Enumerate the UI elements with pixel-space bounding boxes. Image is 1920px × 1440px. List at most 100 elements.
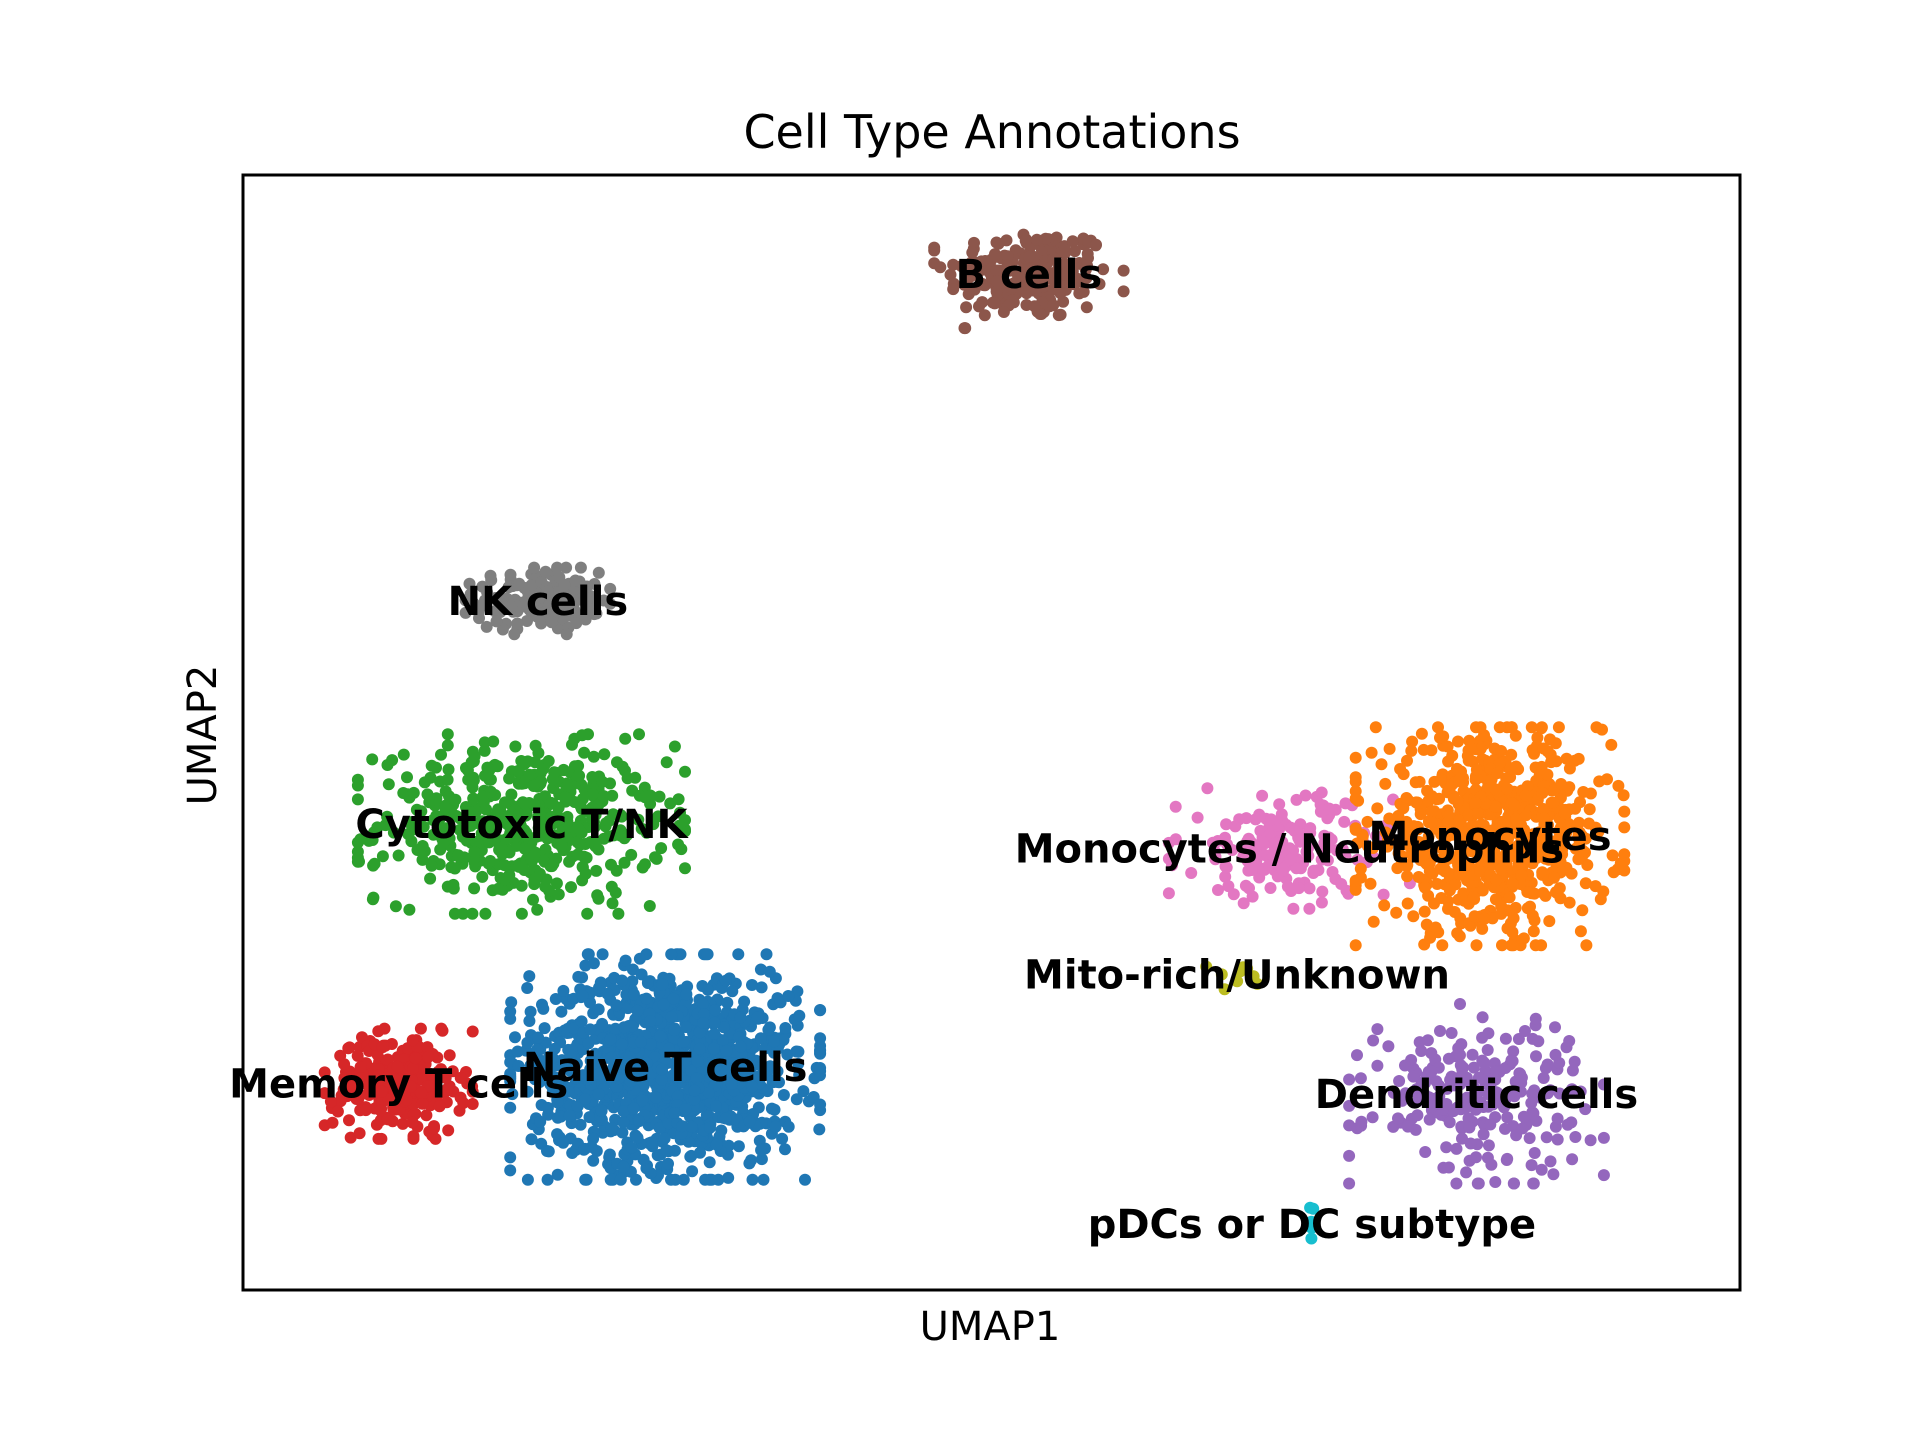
point-monocytes — [1489, 893, 1502, 906]
point-dendritic-cells — [1484, 1118, 1497, 1131]
point-naive-t-cells — [703, 1156, 716, 1169]
point-dendritic-cells — [1445, 1027, 1458, 1039]
point-memory-t-cells — [343, 1114, 355, 1127]
point-naive-t-cells — [610, 999, 623, 1012]
point-dendritic-cells — [1399, 1059, 1411, 1072]
point-dendritic-cells — [1371, 1059, 1384, 1072]
point-nk-cells — [560, 561, 573, 574]
point-naive-t-cells — [697, 1017, 710, 1029]
point-naive-t-cells — [605, 1122, 618, 1135]
point-naive-t-cells — [542, 1145, 555, 1158]
point-nk-cells — [553, 571, 566, 584]
point-monocytes — [1506, 926, 1519, 939]
point-monocytes — [1547, 796, 1560, 809]
point-cytotoxic-t-nk — [515, 879, 528, 892]
point-dendritic-cells — [1519, 1025, 1531, 1037]
point-monocytes-neutrophils — [1281, 880, 1294, 893]
point-memory-t-cells — [436, 1024, 449, 1037]
point-cytotoxic-t-nk — [596, 775, 609, 788]
point-cytotoxic-t-nk — [557, 763, 570, 776]
point-b-cells — [960, 301, 973, 314]
point-cytotoxic-t-nk — [605, 880, 618, 893]
point-dendritic-cells — [1419, 1146, 1432, 1158]
point-monocytes-neutrophils — [1239, 879, 1252, 892]
point-nk-cells — [554, 592, 567, 605]
point-monocytes — [1365, 746, 1378, 759]
point-naive-t-cells — [676, 1120, 688, 1133]
point-cytotoxic-t-nk — [660, 756, 673, 769]
point-b-cells — [976, 277, 988, 290]
point-dendritic-cells — [1527, 1177, 1540, 1190]
point-memory-t-cells — [442, 1124, 455, 1137]
point-monocytes — [1563, 896, 1576, 909]
point-naive-t-cells — [582, 948, 595, 961]
point-naive-t-cells — [746, 1173, 759, 1186]
point-naive-t-cells — [779, 1143, 791, 1156]
point-naive-t-cells — [709, 1004, 722, 1017]
point-cytotoxic-t-nk — [449, 793, 462, 806]
point-monocytes-neutrophils — [1237, 897, 1250, 910]
point-naive-t-cells — [763, 965, 776, 978]
point-dendritic-cells — [1584, 1134, 1597, 1147]
point-monocytes — [1446, 749, 1459, 762]
point-dendritic-cells — [1549, 1048, 1562, 1061]
point-dendritic-cells — [1454, 1048, 1466, 1061]
point-cytotoxic-t-nk — [424, 872, 437, 885]
point-memory-t-cells — [406, 1116, 419, 1129]
point-cytotoxic-t-nk — [450, 810, 463, 822]
point-nk-cells — [539, 565, 552, 578]
point-naive-t-cells — [814, 1062, 827, 1074]
point-monocytes — [1364, 877, 1377, 890]
point-cytotoxic-t-nk — [483, 836, 496, 849]
point-dendritic-cells — [1464, 1137, 1477, 1150]
point-dendritic-cells — [1463, 1121, 1476, 1134]
point-monocytes — [1434, 731, 1446, 744]
point-cytotoxic-t-nk — [615, 810, 628, 823]
point-naive-t-cells — [633, 952, 646, 965]
point-cytotoxic-t-nk — [351, 779, 364, 792]
point-nk-cells — [485, 574, 498, 587]
point-naive-t-cells — [799, 1173, 811, 1186]
point-b-cells — [1117, 264, 1130, 277]
point-cytotoxic-t-nk — [653, 790, 666, 803]
label-b-cells: B cells — [956, 252, 1102, 298]
point-cytotoxic-t-nk — [598, 748, 611, 761]
point-monocytes — [1369, 721, 1382, 734]
point-dendritic-cells — [1561, 1118, 1574, 1131]
point-monocytes — [1451, 763, 1464, 775]
label-memory-t-cells: Memory T cells — [229, 1062, 568, 1108]
point-monocytes — [1508, 799, 1521, 812]
point-monocytes-neutrophils — [1290, 793, 1303, 806]
point-monocytes — [1593, 775, 1606, 788]
point-monocytes — [1605, 738, 1618, 751]
point-monocytes — [1417, 743, 1430, 756]
point-b-cells — [1023, 250, 1036, 263]
point-cytotoxic-t-nk — [586, 788, 599, 801]
point-cytotoxic-t-nk — [416, 840, 429, 852]
point-naive-t-cells — [746, 979, 758, 991]
point-monocytes-neutrophils — [1265, 813, 1278, 826]
point-monocytes — [1506, 877, 1519, 890]
point-b-cells — [1097, 263, 1110, 276]
point-naive-t-cells — [694, 1146, 706, 1159]
point-monocytes-neutrophils — [1227, 888, 1240, 901]
point-dendritic-cells — [1499, 1032, 1512, 1045]
point-monocytes — [1478, 912, 1491, 925]
point-naive-t-cells — [782, 1120, 795, 1133]
point-monocytes — [1401, 897, 1414, 910]
point-cytotoxic-t-nk — [597, 790, 610, 803]
point-monocytes-neutrophils — [1303, 882, 1316, 895]
point-monocytes — [1531, 794, 1544, 806]
point-monocytes — [1553, 882, 1566, 895]
point-monocytes — [1509, 901, 1522, 914]
point-naive-t-cells — [757, 1173, 770, 1186]
point-monocytes-neutrophils — [1264, 882, 1277, 894]
point-b-cells — [1073, 287, 1086, 300]
point-naive-t-cells — [660, 1144, 673, 1157]
point-cytotoxic-t-nk — [588, 821, 601, 834]
point-cytotoxic-t-nk — [439, 801, 452, 814]
label-cytotoxic-t-nk: Cytotoxic T/NK — [355, 802, 689, 848]
point-monocytes-neutrophils — [1377, 888, 1390, 901]
point-cytotoxic-t-nk — [560, 780, 573, 793]
point-cytotoxic-t-nk — [441, 739, 454, 752]
